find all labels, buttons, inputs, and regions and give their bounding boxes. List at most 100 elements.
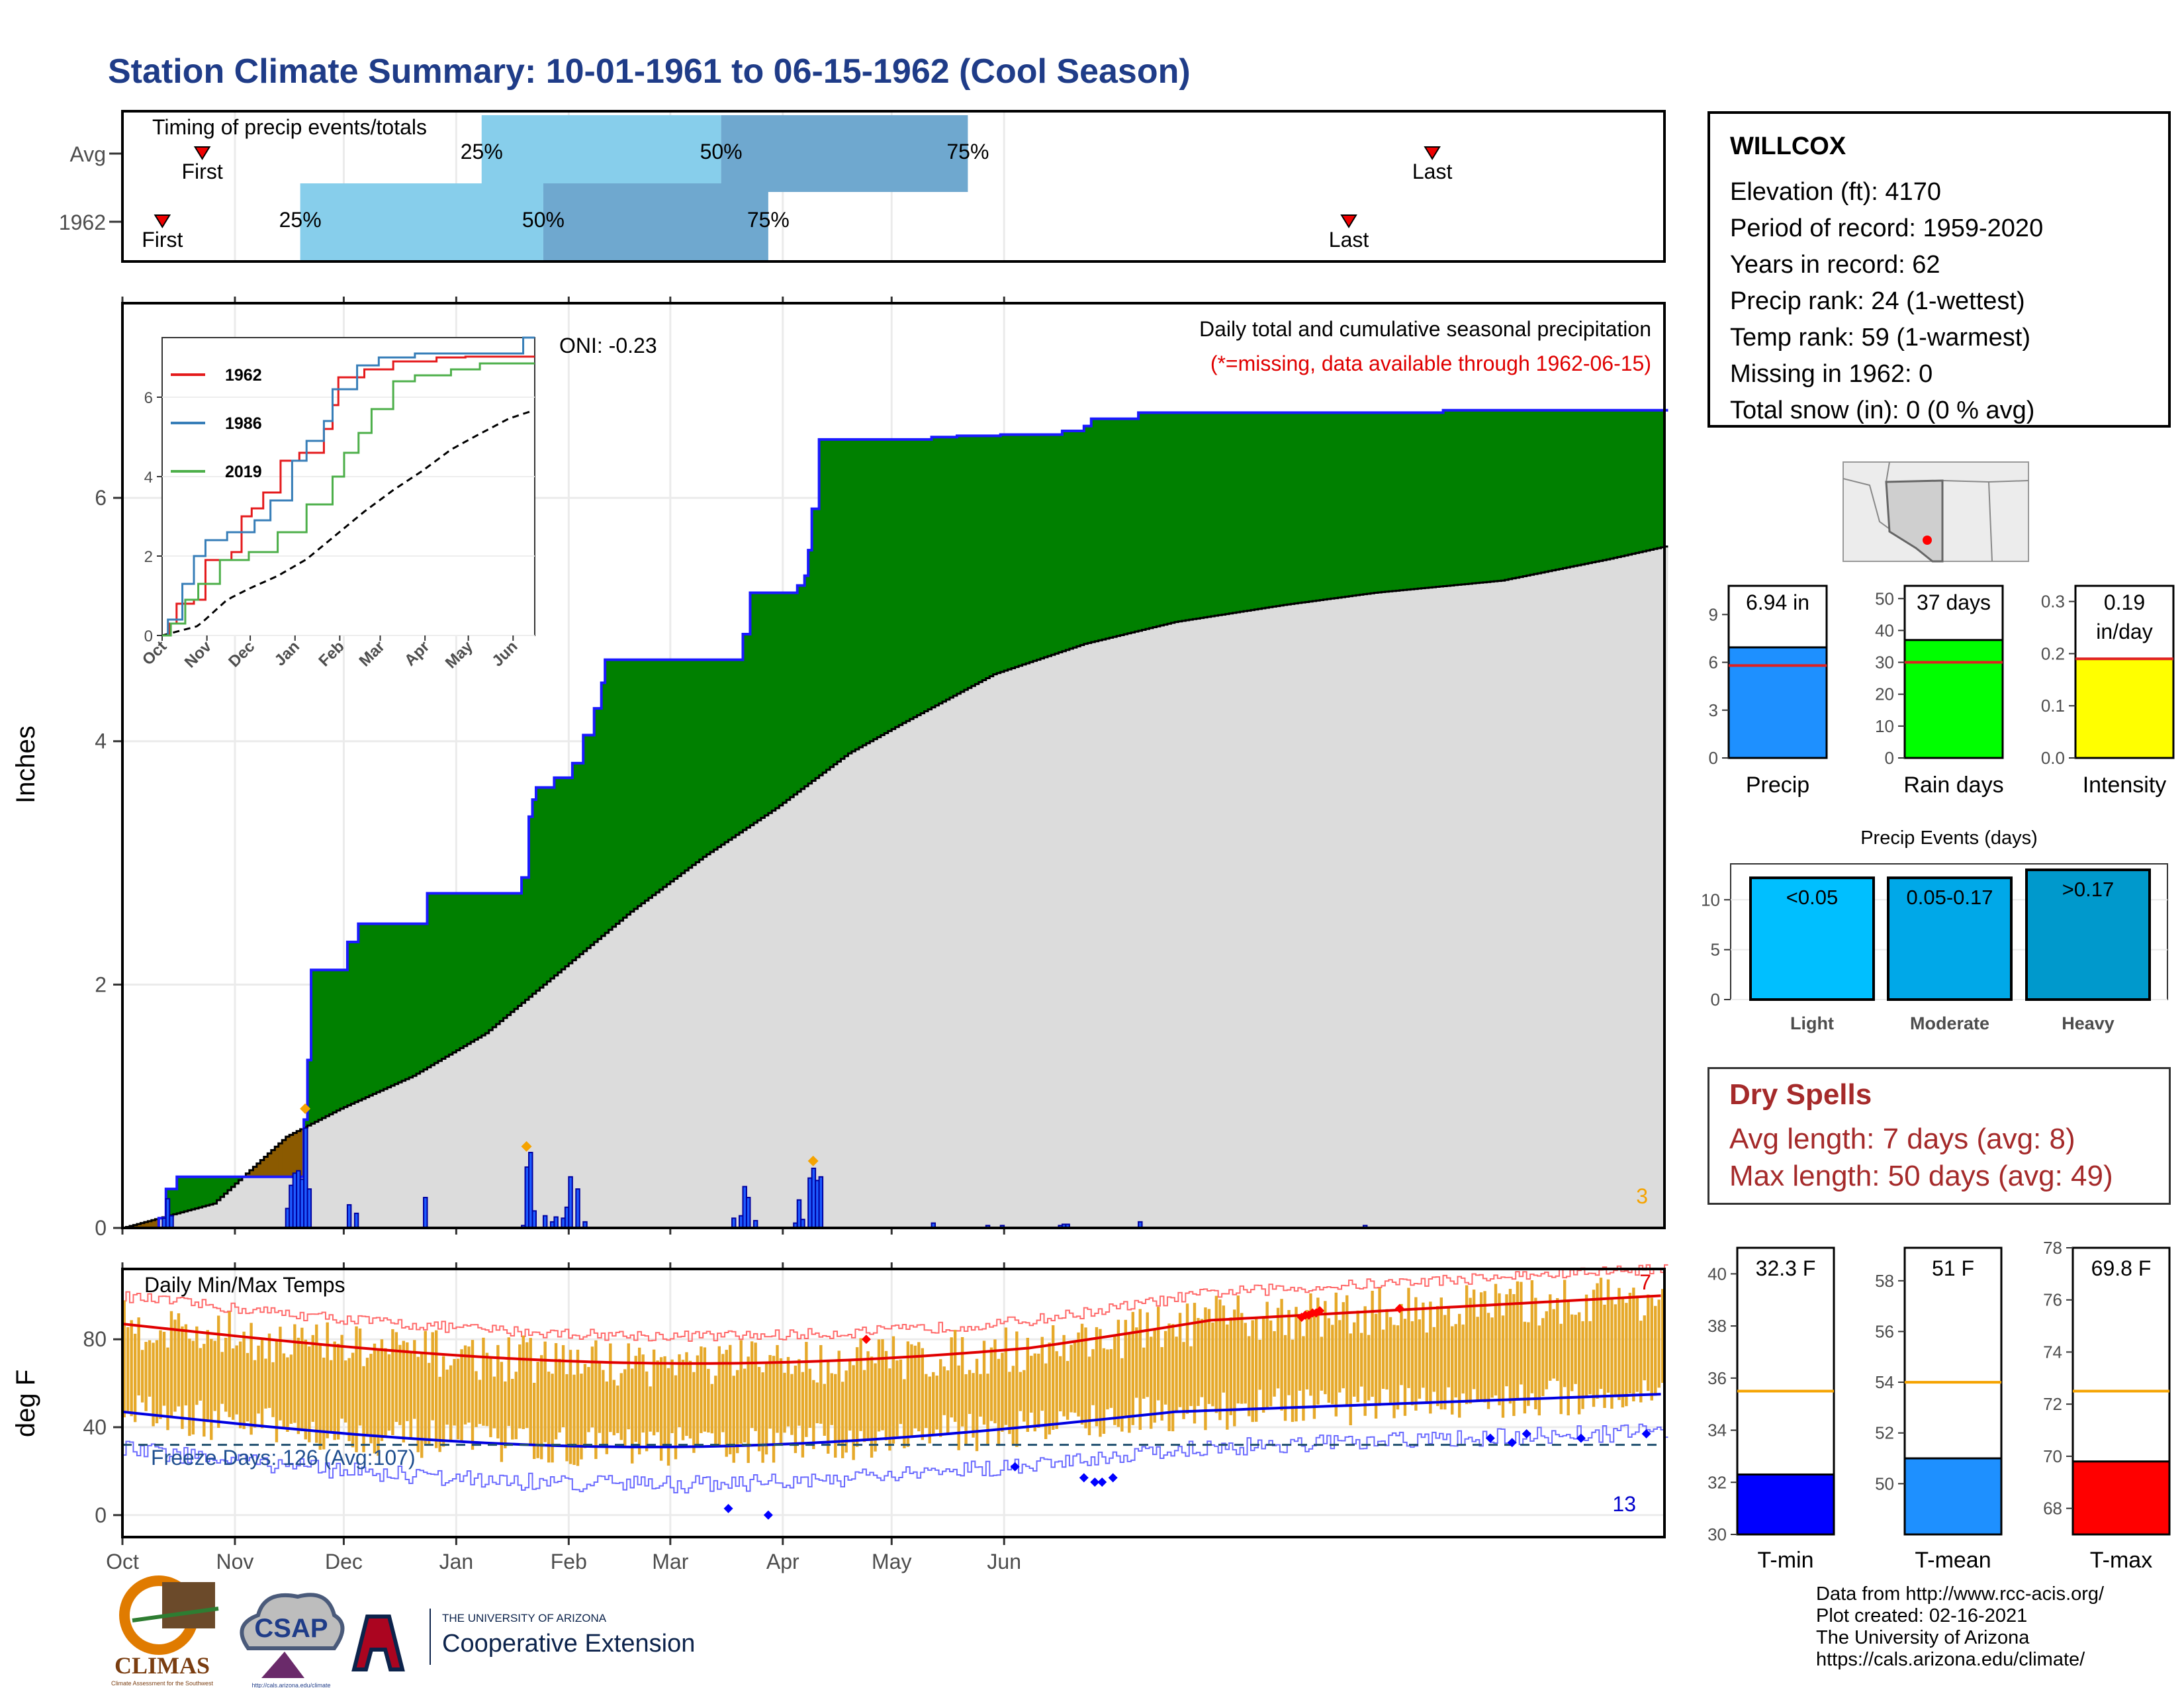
daily-temp-bar (1099, 1329, 1102, 1437)
timing-bar-q50-q75 (543, 183, 768, 260)
surplus-segment (862, 439, 867, 745)
avg-cumulative-line (122, 545, 1668, 1229)
daily-temp-bar (304, 1339, 308, 1440)
daily-temp-bar (203, 1344, 206, 1437)
surplus-segment (855, 439, 860, 749)
avg-max-line (122, 1294, 1661, 1365)
daily-temp-bar (271, 1362, 275, 1417)
surplus-segment (180, 1176, 185, 1213)
surplus-segment (1113, 418, 1117, 637)
daily-temp-bar (137, 1317, 140, 1396)
surplus-segment (1552, 410, 1557, 571)
daily-temp-bar (315, 1324, 318, 1443)
daily-temp-bar (1236, 1295, 1240, 1404)
daily-temp-bar (1331, 1325, 1334, 1405)
daily-temp-bar (1400, 1303, 1403, 1385)
daily-temp-bar (1603, 1304, 1606, 1408)
surplus-segment (710, 659, 715, 853)
daily-temp-bar (169, 1311, 173, 1419)
info-precip-rank: Precip rank: 24 (1-wettest) (1730, 287, 2025, 315)
surplus-segment (775, 592, 780, 808)
daily-temp-bar (195, 1326, 199, 1405)
daily-temp-bar (1233, 1309, 1236, 1427)
daily-temp-bar (1280, 1299, 1283, 1411)
record-max-line (122, 1264, 1668, 1342)
surplus-segment (1272, 412, 1277, 607)
inset-ytick-label: 0 (144, 628, 153, 645)
daily-temp-bar (754, 1342, 757, 1431)
surplus-segment (420, 923, 424, 1072)
surplus-segment (1007, 434, 1012, 670)
daily-temp-bar (1454, 1324, 1457, 1398)
surplus-segment (471, 893, 475, 1042)
surplus-segment (1146, 412, 1150, 630)
temp-summary-ytick-label: 34 (1707, 1421, 1727, 1440)
daily-temp-bar (910, 1344, 913, 1437)
daily-temp-bar (1248, 1336, 1251, 1417)
surplus-segment (1504, 410, 1509, 580)
precip-ytick-label: 0 (95, 1216, 107, 1240)
surplus-segment (1421, 412, 1426, 588)
surplus-segment (1312, 412, 1317, 601)
temp-ytick-label: 80 (83, 1327, 107, 1351)
daily-temp-bar (438, 1376, 441, 1452)
surplus-segment (488, 893, 493, 1031)
surplus-segment (478, 893, 482, 1038)
surplus-segment (692, 659, 696, 865)
surplus-segment (1181, 412, 1186, 621)
daily-temp-bar (1077, 1332, 1080, 1417)
surplus-segment (437, 893, 443, 1061)
summary-value-label: 37 days (1917, 590, 1991, 614)
surplus-segment (1320, 412, 1324, 600)
deficit-segment (267, 1153, 272, 1177)
daily-temp-bar (282, 1353, 286, 1427)
surplus-segment (1098, 418, 1103, 641)
daily-temp-bar (779, 1358, 783, 1446)
deficit-segment (140, 1223, 145, 1228)
daily-temp-bar (504, 1381, 507, 1448)
daily-temp-bar (747, 1356, 750, 1464)
surplus-segment (358, 923, 363, 1101)
surplus-segment (213, 1176, 218, 1204)
summary-ytick-label: 0.1 (2041, 696, 2065, 716)
daily-temp-bar (1163, 1331, 1167, 1405)
daily-temp-bar (242, 1331, 246, 1429)
daily-temp-bar (1436, 1306, 1439, 1407)
surplus-segment (572, 763, 576, 961)
daily-temp-bar (997, 1358, 1001, 1446)
daily-temp-bar (1106, 1349, 1109, 1410)
inset-line-2019 (162, 362, 535, 637)
daily-temp-bar (267, 1333, 271, 1408)
surplus-segment (569, 777, 573, 964)
daily-temp-bar (866, 1351, 870, 1440)
record-low-marker (1090, 1477, 1100, 1487)
daily-temp-bar (1342, 1302, 1345, 1389)
daily-temp-bar (1026, 1338, 1029, 1432)
surplus-segment (347, 942, 351, 1105)
surplus-segment (1167, 412, 1171, 624)
daily-temp-bar (678, 1354, 681, 1427)
event-category-label: Light (1790, 1013, 1834, 1033)
daily-temp-bar (935, 1376, 938, 1430)
daily-temp-bar (489, 1356, 492, 1438)
daily-temp-bar (1625, 1303, 1628, 1407)
surplus-segment (1381, 412, 1386, 592)
surplus-segment (1457, 410, 1462, 585)
daily-temp-bar (827, 1360, 830, 1454)
daily-temp-bar (1567, 1299, 1570, 1416)
surplus-segment (841, 439, 845, 759)
daily-temp-bar (1287, 1309, 1291, 1395)
daily-temp-bar (1200, 1319, 1204, 1397)
surplus-segment (322, 970, 326, 1118)
daily-temp-bar (1302, 1336, 1305, 1421)
surplus-segment (677, 659, 682, 876)
daily-temp-bar (619, 1373, 623, 1440)
surplus-segment (630, 659, 635, 912)
surplus-segment (1105, 418, 1110, 639)
surplus-segment (1428, 412, 1433, 588)
surplus-segment (858, 439, 863, 747)
daily-temp-bar (1058, 1356, 1062, 1412)
surplus-segment (772, 592, 776, 811)
surplus-segment (1468, 410, 1473, 584)
daily-temp-bar (1178, 1313, 1182, 1407)
